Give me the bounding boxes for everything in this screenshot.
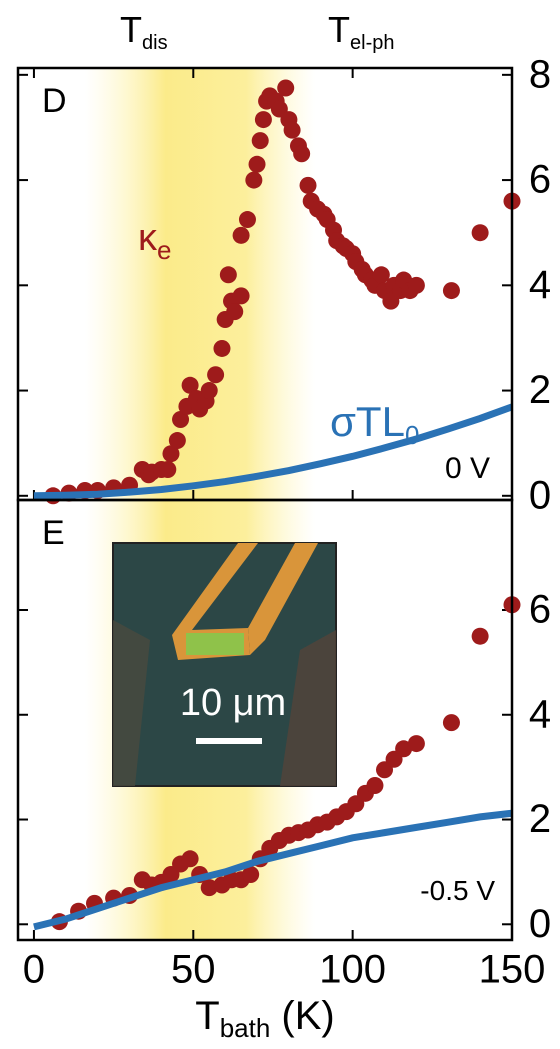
point: [299, 176, 317, 194]
y-tick-label: 2: [529, 368, 551, 412]
series-label-main: σTL: [330, 398, 405, 445]
point: [213, 339, 231, 357]
annotation-sub: el-ph: [350, 32, 394, 54]
y-tick-label: 2: [529, 797, 551, 841]
annotation-main: T: [120, 9, 142, 50]
x-tick-label: 0: [23, 948, 45, 992]
point: [442, 282, 460, 300]
annotation-main: 0 V: [445, 452, 490, 485]
annotation-main: -0.5 V: [420, 875, 495, 906]
x-axis-label-rest: (K): [270, 994, 334, 1038]
point: [471, 627, 489, 645]
point: [293, 145, 311, 163]
x-axis-label-main: T: [195, 994, 219, 1038]
point: [162, 445, 180, 463]
point: [242, 866, 260, 884]
line: [33, 403, 514, 500]
inset-image: 10 μm: [112, 542, 337, 787]
y-tick-label: 6: [529, 158, 551, 202]
x-tick-label: 150: [479, 948, 546, 992]
point: [372, 266, 390, 284]
point: [238, 211, 256, 229]
point: [277, 79, 295, 97]
point: [366, 776, 384, 794]
x-tick-label: 50: [171, 948, 216, 992]
point: [283, 121, 301, 139]
line: [33, 809, 513, 931]
annotation-main: 10 μm: [180, 682, 286, 724]
y-tick-label: 8: [529, 52, 551, 96]
point: [395, 740, 413, 758]
annotation-main: T: [328, 9, 350, 50]
panel-label: D: [42, 82, 67, 120]
point: [172, 410, 190, 428]
y-tick-label: 4: [529, 263, 551, 307]
series-label: κe: [138, 217, 171, 265]
series-label-sub: e: [157, 235, 171, 265]
point: [200, 879, 218, 897]
annotation: 0 V: [445, 452, 490, 485]
point: [407, 276, 425, 294]
x-axis-label-sub: bath: [220, 1013, 271, 1043]
point: [168, 432, 186, 450]
y-tick-label: 0: [529, 902, 551, 946]
annotation: Tdis: [120, 9, 168, 55]
point: [226, 303, 244, 321]
series-label-main: κ: [138, 217, 158, 259]
point: [200, 382, 218, 400]
series-label: σTL0: [330, 398, 419, 450]
point: [407, 735, 425, 753]
point: [219, 266, 237, 284]
annotation: Tel-ph: [328, 9, 394, 55]
highlight-band: [85, 68, 315, 940]
point: [181, 376, 199, 394]
point: [251, 132, 269, 150]
point: [159, 460, 177, 478]
annotation: 10 μm: [180, 682, 286, 724]
x-axis-label: Tbath (K): [195, 994, 334, 1043]
x-tick-label: 100: [319, 948, 386, 992]
frame: [16, 498, 514, 942]
point: [181, 850, 199, 868]
point: [232, 226, 250, 244]
y-tick-label: 4: [529, 692, 551, 736]
panel-label: E: [42, 514, 65, 552]
annotation-sub: dis: [142, 32, 168, 54]
y-tick-label: 0: [529, 473, 551, 517]
point: [471, 224, 489, 242]
point: [248, 155, 266, 173]
annotation: -0.5 V: [420, 875, 495, 906]
y-tick-label: 6: [529, 588, 551, 632]
point: [254, 111, 272, 129]
point: [245, 171, 263, 189]
point: [442, 714, 460, 732]
point: [232, 287, 250, 305]
point: [207, 366, 225, 384]
series-label-sub: 0: [405, 420, 419, 450]
